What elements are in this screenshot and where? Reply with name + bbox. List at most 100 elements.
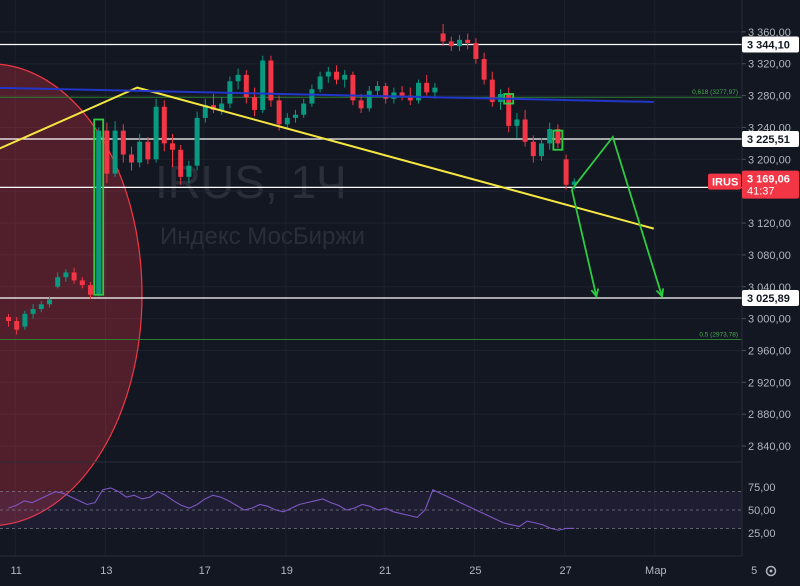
settings-gear-icon[interactable] xyxy=(765,565,777,577)
highlight-box xyxy=(552,129,564,151)
candle xyxy=(202,105,208,118)
candle xyxy=(137,141,143,163)
current-price-countdown: 41:37 xyxy=(747,186,775,198)
candle xyxy=(440,33,446,42)
candle xyxy=(96,130,102,294)
candle xyxy=(358,100,364,109)
price-tick-label: 2 960,00 xyxy=(748,345,791,357)
candle xyxy=(530,141,536,157)
level-price-tag-label: 3 225,51 xyxy=(747,134,790,146)
candle xyxy=(63,272,69,278)
gear-center xyxy=(769,569,773,573)
candle xyxy=(79,280,85,286)
time-tick-label: 27 xyxy=(559,565,571,577)
candle xyxy=(301,103,307,115)
level-price-tag xyxy=(742,130,799,147)
time-axis-bg xyxy=(0,556,800,586)
candle xyxy=(407,95,413,101)
price-tags-layer: 3 344,103 225,513 164,813 025,893 169,06… xyxy=(708,36,799,306)
grid-layer xyxy=(0,0,754,556)
time-tick-label: 17 xyxy=(199,565,211,577)
candle xyxy=(432,87,438,93)
rsi-pane xyxy=(0,461,742,531)
projection-path xyxy=(570,189,598,297)
candle xyxy=(71,272,77,281)
price-tick-label: 2 880,00 xyxy=(748,409,791,421)
candle xyxy=(506,93,512,126)
candle xyxy=(416,82,421,101)
time-tick-label: 25 xyxy=(469,565,481,577)
time-tick-label: 19 xyxy=(281,565,293,577)
candle xyxy=(448,41,454,47)
level-price-tag xyxy=(742,36,799,53)
candle xyxy=(145,141,151,160)
candle xyxy=(219,103,225,110)
fib-level-label: 0,5 (2973,78) xyxy=(699,332,738,339)
candle xyxy=(424,82,430,93)
candle xyxy=(465,39,471,44)
rsi-tick-label: 75,00 xyxy=(748,482,776,494)
projection-arrowhead xyxy=(655,288,665,299)
price-tick-label: 3 080,00 xyxy=(748,250,791,262)
candle xyxy=(55,277,61,287)
candle xyxy=(366,90,372,109)
rsi-tick-label: 25,00 xyxy=(748,528,776,540)
symbol-tag-label: IRUS xyxy=(712,177,738,189)
candle xyxy=(129,154,134,163)
time-axis[interactable]: 11 13 17 19 21 25 27 Мар 5 xyxy=(0,555,800,586)
candle xyxy=(161,106,167,144)
time-tick-label: 13 xyxy=(100,565,112,577)
candle xyxy=(22,313,28,327)
candle xyxy=(457,39,462,47)
candle xyxy=(489,79,495,102)
candle xyxy=(399,92,405,96)
candle xyxy=(153,106,159,160)
watermark-exchange: Индекс МосБиржи xyxy=(160,223,365,250)
candle xyxy=(30,309,36,314)
candle xyxy=(120,130,126,155)
trend-line[interactable] xyxy=(0,86,655,230)
candle xyxy=(375,86,380,91)
candles-layer xyxy=(6,23,577,335)
candle xyxy=(334,71,339,80)
candle xyxy=(325,71,331,77)
candle xyxy=(243,74,249,98)
time-tick-label: 11 xyxy=(10,565,21,577)
candle xyxy=(194,117,200,166)
price-tick-label: 3 320,00 xyxy=(748,59,791,71)
price-tick-label: 2 840,00 xyxy=(748,441,791,453)
candle xyxy=(6,317,11,322)
candle xyxy=(112,130,118,174)
candle xyxy=(317,76,323,90)
highlight-box xyxy=(93,118,105,296)
time-tick-label: Мар xyxy=(645,565,667,577)
price-tick-label: 3 200,00 xyxy=(748,154,791,166)
symbol-tag xyxy=(708,173,741,190)
rsi-tick-label: 50,00 xyxy=(748,505,776,517)
level-price-tag-label: 3 344,10 xyxy=(747,40,790,52)
candle xyxy=(170,143,175,150)
trend-lines-layer xyxy=(0,86,665,299)
candle xyxy=(547,129,553,144)
candle xyxy=(522,119,528,142)
candle xyxy=(563,159,569,185)
candle xyxy=(276,100,282,125)
price-tick-label: 3 000,00 xyxy=(748,314,791,326)
candle xyxy=(473,43,479,59)
candle xyxy=(47,299,52,305)
rsi-line xyxy=(8,487,575,531)
gear-ring xyxy=(765,565,777,577)
candle xyxy=(178,149,184,177)
candle xyxy=(260,60,266,110)
candle xyxy=(38,304,44,310)
trend-line[interactable] xyxy=(0,86,654,103)
price-tick-label: 3 360,00 xyxy=(748,27,791,39)
level-price-tag-label: 3 025,89 xyxy=(747,293,790,305)
candle xyxy=(235,74,241,82)
candle xyxy=(539,143,544,157)
watermark-symbol: IRUS, 1Ч xyxy=(155,156,347,208)
candle xyxy=(284,117,290,125)
price-axis[interactable]: 3 360,003 320,003 280,003 240,003 200,00… xyxy=(741,0,800,586)
